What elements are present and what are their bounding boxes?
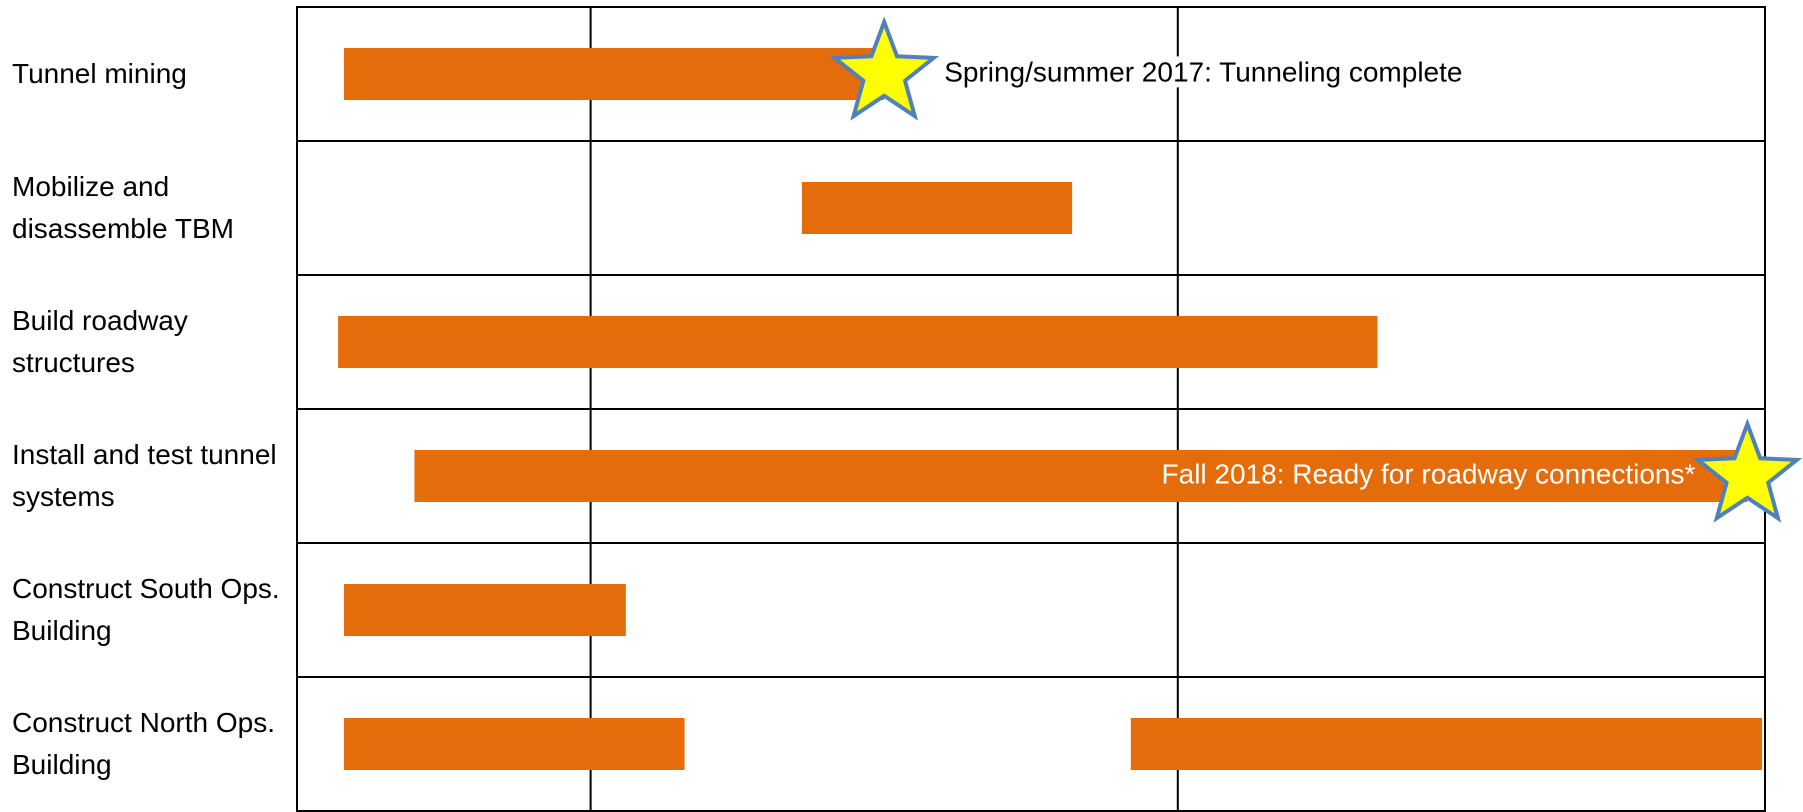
- task-bar: [1130, 718, 1763, 770]
- task-label: Tunnel mining: [12, 58, 187, 89]
- task-bar: [414, 450, 1748, 502]
- task-label: Build roadway structures: [12, 305, 188, 378]
- task-label: Mobilize and disassemble TBM: [12, 171, 235, 244]
- bars: [338, 48, 1763, 770]
- task-bar: [801, 182, 1073, 234]
- milestone-star: [829, 16, 940, 121]
- task-label: Construct North Ops. Building: [12, 707, 275, 780]
- milestone-star: [1692, 418, 1803, 523]
- task-label: Install and test tunnel systems: [12, 439, 277, 512]
- milestone-label: Spring/summer 2017: Tunneling complete: [944, 56, 1462, 87]
- task-bar: [343, 718, 685, 770]
- task-bar: [343, 584, 626, 636]
- milestone-label: Fall 2018: Ready for roadway connections…: [1162, 458, 1696, 489]
- label-background: [940, 56, 1467, 88]
- task-bar: [343, 48, 885, 100]
- task-label: Construct South Ops. Building: [12, 573, 280, 646]
- annotations: Spring/summer 2017: Tunneling complete Fa…: [829, 16, 1803, 523]
- task-bar: [338, 316, 1378, 368]
- grid: [296, 6, 1766, 812]
